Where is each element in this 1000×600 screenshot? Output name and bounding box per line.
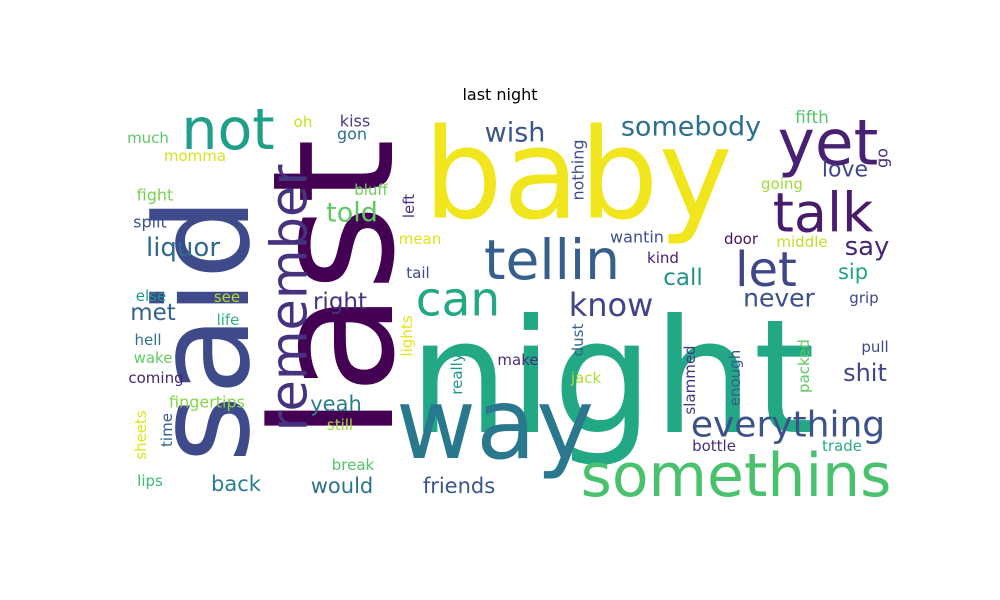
- cloud-word-kiss: kiss: [340, 112, 370, 131]
- cloud-word-split: split: [133, 213, 167, 232]
- cloud-word-really: really: [448, 353, 466, 395]
- cloud-word-way: way: [396, 368, 594, 482]
- cloud-word-door: door: [724, 230, 759, 248]
- cloud-word-grip: grip: [849, 289, 878, 307]
- cloud-word-tellin: tellin: [484, 228, 620, 292]
- cloud-word-last: last: [236, 138, 432, 441]
- cloud-word-somebody: somebody: [621, 112, 761, 143]
- cloud-word-mean: mean: [399, 230, 442, 248]
- cloud-word-packed: packed: [795, 339, 813, 393]
- cloud-word-time: time: [158, 413, 176, 447]
- cloud-word-left: left: [400, 194, 418, 218]
- cloud-word-enough: enough: [726, 350, 744, 406]
- cloud-word-see: see: [214, 288, 240, 306]
- cloud-word-nothing: nothing: [569, 139, 588, 200]
- cloud-word-break: break: [332, 456, 375, 474]
- cloud-word-love: love: [822, 158, 868, 183]
- cloud-title: last night: [462, 85, 538, 104]
- cloud-word-shit: shit: [843, 359, 887, 387]
- cloud-word-momma: momma: [164, 147, 226, 165]
- cloud-word-told: told: [326, 198, 378, 229]
- cloud-word-oh: oh: [294, 113, 313, 131]
- cloud-word-talk: talk: [773, 182, 874, 245]
- cloud-word-lips: lips: [137, 472, 163, 490]
- cloud-word-going: going: [761, 175, 803, 193]
- cloud-word-lights: lights: [398, 315, 416, 356]
- cloud-word-know: know: [569, 286, 654, 324]
- cloud-word-let: let: [735, 242, 797, 298]
- cloud-word-not: not: [181, 97, 274, 163]
- cloud-word-night: night: [409, 286, 815, 470]
- cloud-word-fight: fight: [137, 186, 174, 205]
- cloud-word-fingertips: fingertips: [169, 393, 245, 412]
- cloud-word-said: said: [127, 197, 279, 463]
- cloud-word-go: go: [873, 148, 892, 168]
- cloud-word-else: else: [136, 287, 166, 305]
- cloud-word-much: much: [127, 129, 169, 147]
- cloud-word-middle: middle: [776, 233, 827, 251]
- cloud-word-pull: pull: [861, 338, 888, 356]
- cloud-word-say: say: [845, 232, 890, 262]
- cloud-word-life: life: [217, 311, 240, 329]
- cloud-word-jack: jack: [570, 369, 602, 387]
- cloud-word-dust: dust: [569, 324, 587, 357]
- cloud-word-yet: yet: [778, 107, 879, 180]
- cloud-word-liquor: liquor: [146, 233, 220, 263]
- cloud-word-wantin: wantin: [610, 228, 664, 247]
- cloud-word-baby: baby: [423, 103, 732, 248]
- cloud-word-right: right: [313, 289, 367, 315]
- cloud-word-slammed: slammed: [681, 345, 699, 414]
- cloud-word-somethins: somethins: [581, 441, 892, 511]
- cloud-word-make: make: [497, 351, 538, 369]
- cloud-word-yeah: yeah: [310, 392, 362, 416]
- cloud-word-still: still: [327, 416, 353, 434]
- cloud-word-trade: trade: [822, 437, 862, 455]
- cloud-word-call: call: [663, 265, 703, 291]
- cloud-word-fifth: fifth: [795, 108, 829, 128]
- cloud-word-bluff: bluff: [354, 181, 388, 199]
- cloud-word-everything: everything: [691, 405, 885, 446]
- cloud-word-kind: kind: [647, 249, 679, 267]
- cloud-word-sip: sip: [838, 260, 868, 284]
- cloud-word-back: back: [211, 472, 262, 496]
- cloud-word-would: would: [311, 474, 374, 498]
- cloud-word-wish: wish: [485, 118, 546, 149]
- cloud-word-friends: friends: [423, 474, 495, 498]
- cloud-word-sheets: sheets: [132, 410, 150, 460]
- cloud-word-met: met: [130, 300, 176, 326]
- cloud-word-bottle: bottle: [692, 437, 736, 455]
- cloud-word-never: never: [743, 284, 815, 313]
- cloud-word-coming: coming: [128, 369, 183, 387]
- cloud-word-wake: wake: [134, 349, 173, 367]
- cloud-word-remember: remember: [261, 165, 320, 432]
- cloud-word-tail: tail: [406, 264, 429, 282]
- cloud-word-gon: gon: [337, 125, 367, 144]
- cloud-word-hell: hell: [134, 331, 161, 349]
- cloud-word-can: can: [416, 273, 500, 328]
